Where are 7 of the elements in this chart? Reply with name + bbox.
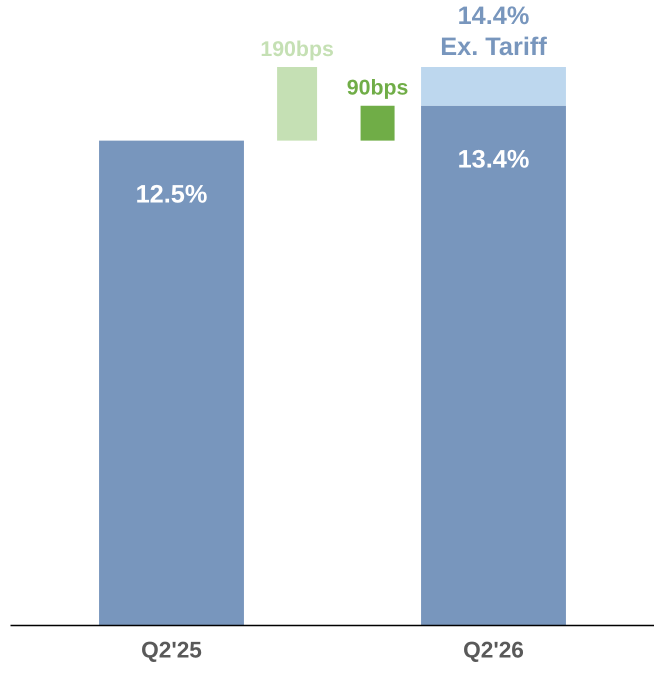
total-label: 14.4% Ex. Tariff [440, 2, 548, 61]
x-tick-label: Q2'26 [463, 636, 524, 662]
text: 190bps [260, 36, 334, 61]
data-label: 13.4% [458, 146, 530, 174]
data-label: 12.5% [136, 180, 208, 209]
x-tick-label: Q2'25 [141, 636, 202, 662]
annotation: 90bps [346, 76, 408, 100]
